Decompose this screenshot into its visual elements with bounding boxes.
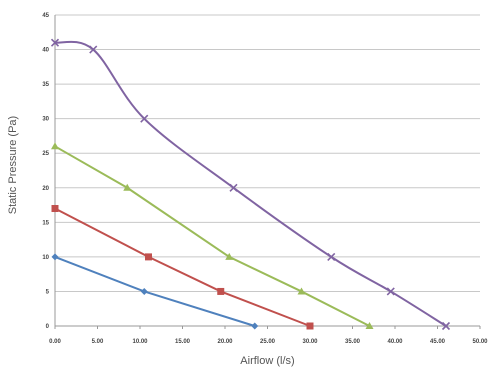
data-point-marker	[297, 287, 306, 295]
series-group	[50, 38, 451, 331]
x-tick-label: 25.00	[260, 339, 276, 345]
x-tick-label: 10.00	[132, 339, 148, 345]
y-tick-label: 10	[42, 255, 49, 261]
x-tick-label: 40.00	[387, 339, 403, 345]
series-2	[51, 205, 314, 330]
data-point-marker	[89, 45, 98, 54]
y-axis-title: Static Pressure (Pa)	[7, 115, 19, 215]
series-3	[51, 142, 374, 329]
x-tick-label: 15.00	[175, 339, 191, 345]
series-line	[54, 207, 311, 327]
y-tick-label: 20	[42, 186, 49, 192]
y-tick-label: 40	[42, 48, 49, 54]
data-point-marker	[386, 287, 395, 296]
x-tick-label: 50.00	[472, 339, 488, 345]
data-point-marker	[140, 114, 149, 123]
x-tick-label: 45.00	[430, 339, 446, 345]
y-tick-label: 5	[46, 289, 50, 295]
y-tick-label: 30	[42, 117, 49, 123]
x-tick-labels: 0.00 5.00 10.00 15.00 20.00 25.00 30.00 35.00 40…	[49, 339, 488, 345]
data-point-marker	[306, 322, 314, 330]
x-tick-label: 30.00	[302, 339, 318, 345]
y-tick-label: 45	[42, 13, 49, 19]
data-point-marker	[51, 142, 59, 150]
axes	[54, 15, 481, 329]
x-tick-label: 35.00	[345, 339, 361, 345]
data-point-marker	[51, 253, 59, 261]
data-point-marker	[327, 252, 336, 261]
series-4	[50, 38, 451, 331]
data-point-marker	[441, 321, 451, 331]
y-tick-label: 15	[42, 220, 49, 226]
x-axis-title: Airflow (l/s)	[240, 355, 295, 367]
data-point-marker	[145, 253, 152, 261]
data-point-marker	[225, 252, 234, 260]
series-1	[51, 253, 259, 330]
data-point-marker	[365, 322, 374, 329]
data-point-marker	[251, 322, 259, 330]
data-point-marker	[123, 183, 132, 191]
grid-lines	[55, 14, 480, 292]
data-point-marker	[51, 205, 59, 213]
x-tick-label: 5.00	[92, 339, 104, 345]
x-tick-label: 20.00	[217, 339, 233, 345]
y-tick-label: 0	[46, 324, 50, 330]
data-point-marker	[229, 183, 238, 192]
data-point-marker	[50, 38, 60, 47]
x-tick-label: 0.00	[49, 339, 61, 345]
data-point-marker	[140, 287, 148, 295]
data-point-marker	[217, 287, 225, 295]
y-axis-title-wrap: Static Pressure (Pa)	[4, 0, 22, 330]
y-tick-labels: 0 5 10 15 20 25 30 35 40 45	[42, 13, 49, 330]
y-tick-label: 25	[42, 151, 49, 157]
y-tick-label: 35	[42, 82, 49, 88]
